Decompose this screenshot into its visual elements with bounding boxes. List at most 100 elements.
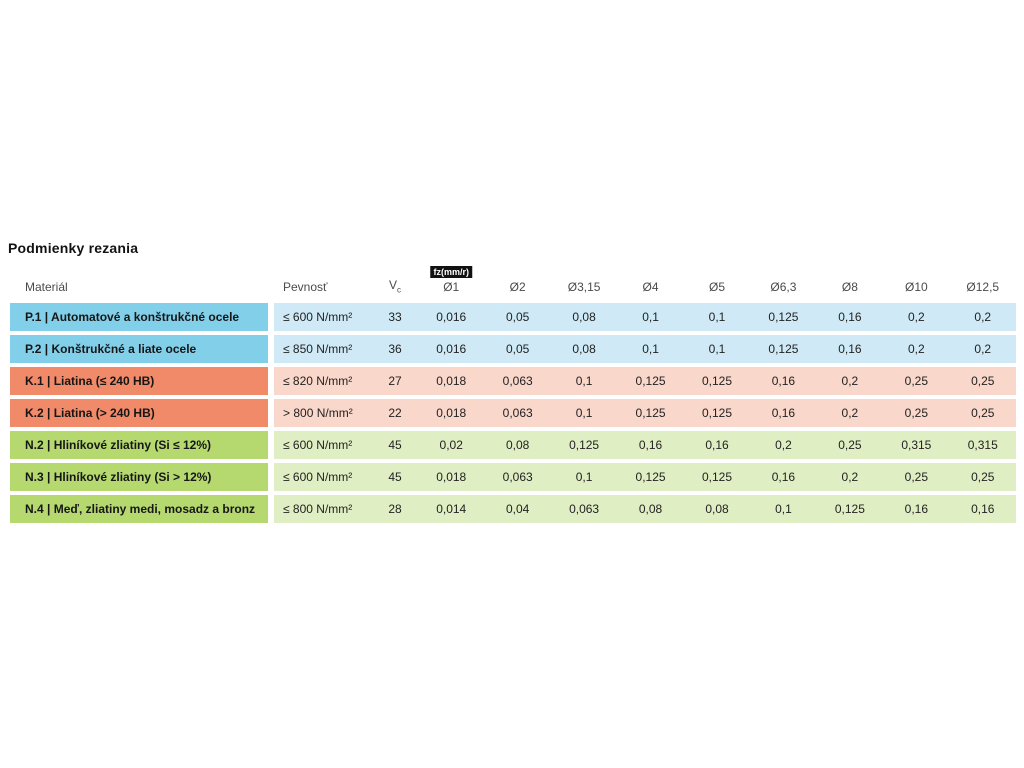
column-header-pevnost: Pevnosť: [283, 280, 328, 295]
fz-value-cell: 0,25: [904, 470, 928, 485]
pevnost-cell: ≤ 800 N/mm²: [283, 502, 353, 517]
fz-value-cell: 0,1: [775, 502, 792, 517]
fz-value-cell: 0,125: [701, 406, 732, 421]
fz-value-cell: 0,08: [638, 502, 663, 517]
fz-value-cell: 0,2: [775, 438, 792, 453]
fz-unit-badge: fz(mm/r): [430, 266, 472, 279]
fz-value-cell: 0,1: [642, 342, 659, 357]
row-values: ≤ 600 N/mm² 33 0,016 0,05 0,08 0,1 0,1 0…: [274, 303, 1016, 332]
fz-value-cell: 0,063: [502, 406, 533, 421]
fz-value-cell: 0,016: [436, 310, 467, 325]
fz-value-cell: 0,125: [701, 374, 732, 389]
pevnost-cell: ≤ 600 N/mm²: [283, 310, 353, 325]
fz-value-cell: 0,2: [841, 470, 859, 485]
row-values: ≤ 820 N/mm² 27 0,018 0,063 0,1 0,125 0,1…: [274, 367, 1016, 396]
column-header-d7: Ø8: [841, 280, 858, 295]
fz-value-cell: 0,125: [569, 438, 600, 453]
column-header-vc: Vc: [388, 278, 401, 295]
table-row: P.1 | Automatové a konštrukčné ocele ≤ 6…: [10, 303, 1016, 332]
fz-value-cell: 0,125: [834, 502, 865, 517]
row-values: ≤ 600 N/mm² 45 0,018 0,063 0,1 0,125 0,1…: [274, 463, 1016, 492]
fz-value-cell: 0,315: [901, 438, 932, 453]
column-header-d9: Ø12,5: [966, 280, 1000, 295]
fz-value-cell: 0,018: [436, 470, 467, 485]
row-values: > 800 N/mm² 22 0,018 0,063 0,1 0,125 0,1…: [274, 399, 1016, 428]
vc-cell: 22: [388, 406, 402, 421]
vc-cell: 33: [388, 310, 402, 325]
vc-cell: 36: [388, 342, 402, 357]
pevnost-cell: ≤ 600 N/mm²: [283, 470, 353, 485]
fz-value-cell: 0,16: [771, 406, 796, 421]
fz-value-cell: 0,08: [572, 310, 596, 325]
fz-value-cell: 0,25: [904, 374, 928, 389]
fz-value-cell: 0,25: [971, 470, 995, 485]
fz-value-cell: 0,05: [505, 310, 530, 325]
fz-value-cell: 0,05: [505, 342, 530, 357]
pevnost-cell: > 800 N/mm²: [283, 406, 353, 421]
row-values: ≤ 600 N/mm² 45 0,02 0,08 0,125 0,16 0,16…: [274, 431, 1016, 460]
column-header-d3: Ø3,15: [567, 280, 601, 295]
fz-value-cell: 0,125: [768, 310, 799, 325]
fz-value-cell: 0,16: [904, 502, 928, 517]
pevnost-cell: ≤ 600 N/mm²: [283, 438, 353, 453]
table-row: N.4 | Meď, zliatiny medi, mosadz a bronz…: [10, 495, 1016, 524]
material-cell: N.3 | Hliníkové zliatiny (Si > 12%): [10, 463, 268, 492]
fz-value-cell: 0,063: [502, 374, 533, 389]
fz-value-cell: 0,1: [575, 470, 593, 485]
fz-value-cell: 0,08: [705, 502, 729, 517]
fz-value-cell: 0,16: [705, 438, 729, 453]
column-header-d5: Ø5: [708, 280, 725, 295]
fz-value-cell: 0,04: [505, 502, 530, 517]
fz-value-cell: 0,2: [841, 374, 859, 389]
fz-value-cell: 0,16: [838, 342, 862, 357]
fz-value-cell: 0,2: [841, 406, 859, 421]
row-values: ≤ 850 N/mm² 36 0,016 0,05 0,08 0,1 0,1 0…: [274, 335, 1016, 364]
column-header-d6: Ø6,3: [770, 280, 797, 295]
table-row: K.2 | Liatina (> 240 HB) > 800 N/mm² 22 …: [10, 399, 1016, 428]
table-header-row: Materiál Pevnosť Vc fz(mm/r) Ø1 Ø2 Ø3,15…: [10, 266, 1016, 295]
fz-value-cell: 0,063: [569, 502, 600, 517]
material-cell: P.1 | Automatové a konštrukčné ocele: [10, 303, 268, 332]
fz-value-cell: 0,016: [436, 342, 467, 357]
fz-value-cell: 0,25: [904, 406, 928, 421]
column-header-d2: Ø2: [509, 280, 526, 295]
column-header-d8: Ø10: [904, 280, 928, 295]
fz-value-cell: 0,2: [974, 310, 992, 325]
column-header-d1: fz(mm/r) Ø1: [418, 266, 484, 294]
fz-value-cell: 0,02: [439, 438, 463, 453]
material-cell: N.2 | Hliníkové zliatiny (Si ≤ 12%): [10, 431, 268, 460]
fz-value-cell: 0,018: [436, 374, 467, 389]
pevnost-cell: ≤ 820 N/mm²: [283, 374, 353, 389]
column-header-d4: Ø4: [642, 280, 659, 295]
pevnost-cell: ≤ 850 N/mm²: [283, 342, 353, 357]
table-row: N.3 | Hliníkové zliatiny (Si > 12%) ≤ 60…: [10, 463, 1016, 492]
header-values-grid: Pevnosť Vc fz(mm/r) Ø1 Ø2 Ø3,15 Ø4 Ø5 Ø6…: [274, 266, 1016, 295]
fz-value-cell: 0,018: [436, 406, 467, 421]
fz-value-cell: 0,25: [838, 438, 862, 453]
fz-value-cell: 0,125: [701, 470, 732, 485]
fz-value-cell: 0,2: [974, 342, 992, 357]
table-row: K.1 | Liatina (≤ 240 HB) ≤ 820 N/mm² 27 …: [10, 367, 1016, 396]
fz-value-cell: 0,1: [642, 310, 659, 325]
table-row: P.2 | Konštrukčné a liate ocele ≤ 850 N/…: [10, 335, 1016, 364]
fz-value-cell: 0,125: [635, 470, 666, 485]
material-cell: P.2 | Konštrukčné a liate ocele: [10, 335, 268, 364]
fz-value-cell: 0,25: [971, 406, 995, 421]
fz-value-cell: 0,2: [907, 310, 925, 325]
fz-value-cell: 0,315: [967, 438, 998, 453]
vc-cell: 45: [388, 470, 402, 485]
table-row: N.2 | Hliníkové zliatiny (Si ≤ 12%) ≤ 60…: [10, 431, 1016, 460]
fz-value-cell: 0,25: [971, 374, 995, 389]
fz-value-cell: 0,125: [635, 374, 666, 389]
vc-cell: 27: [388, 374, 402, 389]
fz-value-cell: 0,16: [771, 470, 796, 485]
material-cell: N.4 | Meď, zliatiny medi, mosadz a bronz: [10, 495, 268, 524]
material-cell: K.2 | Liatina (> 240 HB): [10, 399, 268, 428]
vc-cell: 28: [388, 502, 402, 517]
fz-value-cell: 0,1: [575, 374, 593, 389]
fz-value-cell: 0,1: [575, 406, 593, 421]
fz-value-cell: 0,1: [708, 342, 726, 357]
fz-value-cell: 0,16: [971, 502, 995, 517]
fz-value-cell: 0,16: [838, 310, 862, 325]
row-values: ≤ 800 N/mm² 28 0,014 0,04 0,063 0,08 0,0…: [274, 495, 1016, 524]
